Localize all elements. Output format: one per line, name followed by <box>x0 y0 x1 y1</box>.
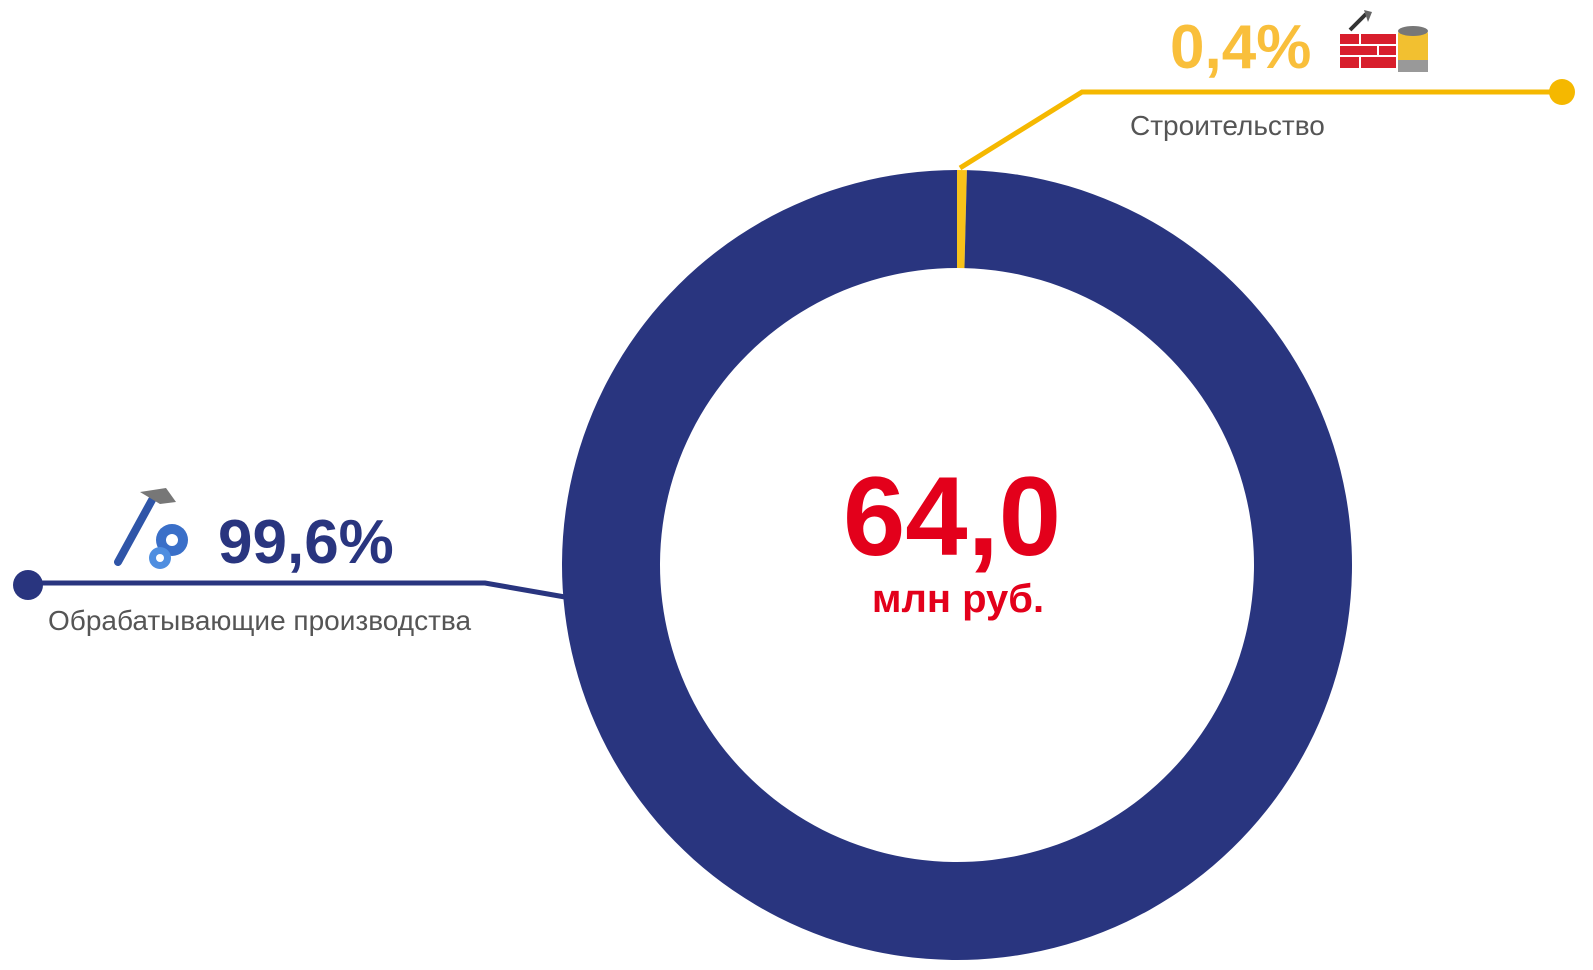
donut-segment <box>957 170 967 269</box>
construction-icon <box>1340 10 1428 72</box>
total-unit: млн руб. <box>872 577 1044 621</box>
category-label: Обрабатывающие производства <box>48 605 471 636</box>
leader-dot <box>1549 79 1575 105</box>
leader-dot <box>13 570 43 600</box>
leader-line <box>28 580 566 600</box>
category-label: Строительство <box>1130 110 1325 141</box>
value-label: 99,6% <box>218 508 394 577</box>
value-label: 0,4% <box>1170 13 1311 82</box>
total-value: 64,0 <box>843 454 1061 579</box>
manufacturing-icon <box>114 488 188 569</box>
leader-line <box>958 89 1560 171</box>
donut <box>561 170 1352 960</box>
